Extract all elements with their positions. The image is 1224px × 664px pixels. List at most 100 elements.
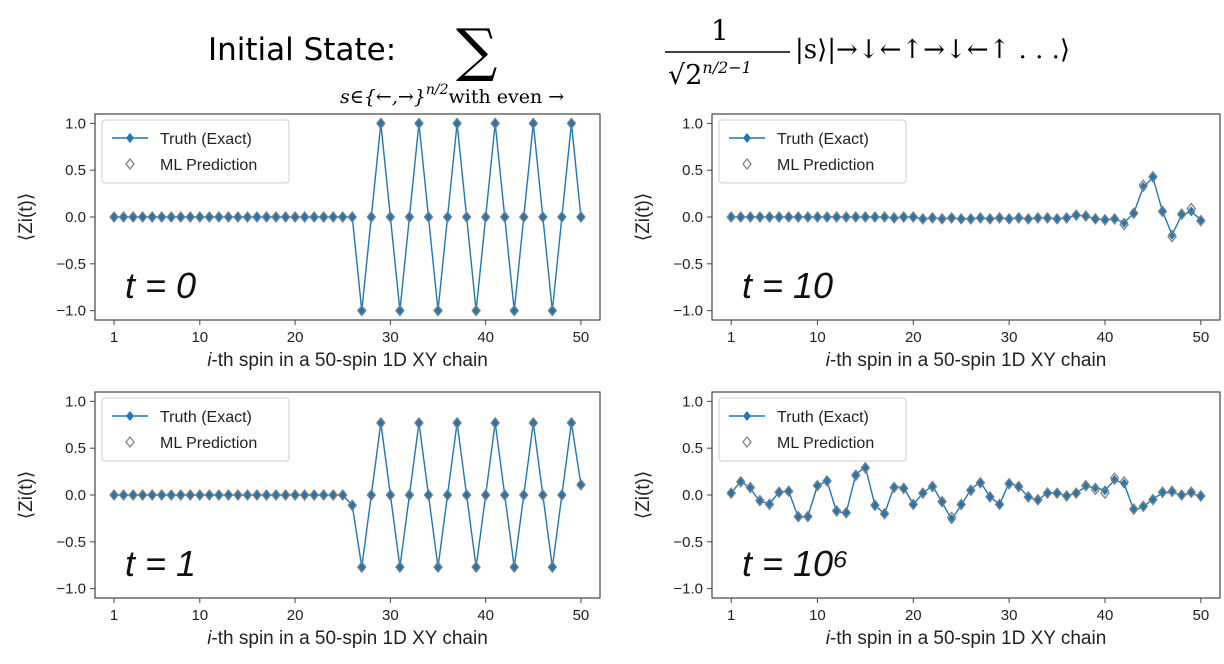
- ml-point: [347, 499, 358, 512]
- ml-point: [137, 488, 148, 502]
- ml-point: [755, 494, 765, 507]
- ml-point: [918, 487, 928, 500]
- truth-point: [1014, 212, 1023, 223]
- truth-point: [367, 212, 376, 222]
- truth-point: [784, 212, 793, 222]
- ml-point: [547, 304, 558, 317]
- x-tick-label: 50: [1192, 329, 1209, 346]
- ml-point: [860, 461, 871, 474]
- ml-point: [956, 498, 967, 511]
- ml-point: [118, 488, 129, 502]
- truth-point: [405, 490, 414, 500]
- ml-point: [290, 488, 300, 502]
- truth-point: [414, 417, 423, 428]
- ml-point: [194, 488, 205, 502]
- truth-point: [1053, 213, 1062, 224]
- ml-point: [937, 495, 947, 508]
- y-tick-label: −1.0: [673, 581, 703, 598]
- ml-point: [328, 488, 339, 502]
- legend-box: [718, 397, 907, 462]
- truth-point: [1043, 212, 1052, 223]
- ml-point: [128, 488, 138, 502]
- ml-point: [404, 210, 415, 224]
- truth-point: [462, 490, 471, 500]
- legend-box: [718, 119, 907, 184]
- truth-point: [491, 118, 500, 129]
- panel-t10: 1 10 20 30 40 50 −1.0 −0.5 0.0 0.5 1.0 i-th spin in…: [633, 113, 1221, 371]
- initial-state-label: Initial State:: [208, 32, 396, 68]
- ml-point: [1138, 500, 1149, 513]
- ml-point: [252, 210, 262, 224]
- ml-point: [385, 210, 396, 224]
- ml-point: [1071, 487, 1082, 500]
- ml-point: [745, 210, 756, 224]
- truth-point: [319, 490, 328, 500]
- truth-point: [995, 499, 1004, 510]
- ml-point: [764, 210, 775, 224]
- ml-point: [576, 210, 586, 224]
- ml-point: [879, 210, 890, 224]
- truth-point: [1100, 485, 1109, 496]
- ml-point: [1090, 483, 1101, 496]
- ml-point: [566, 416, 577, 429]
- y-tick-label: 1.0: [682, 393, 703, 410]
- truth-point: [262, 212, 271, 222]
- ml-point: [1042, 487, 1053, 500]
- ml-point: [1138, 179, 1149, 192]
- ml-point: [1186, 202, 1197, 215]
- y-tick-label: 0.5: [65, 162, 86, 179]
- ml-point: [423, 210, 434, 224]
- time-annotation: t = 10⁶: [742, 543, 848, 584]
- legend-ml-label: ML Prediction: [777, 435, 874, 452]
- y-tick-label: 0.0: [65, 487, 86, 504]
- y-axis-label: ⟨Zi(t)⟩: [16, 193, 37, 242]
- ml-point: [557, 210, 567, 224]
- y-tick-label: 0.5: [682, 162, 703, 179]
- legend-ml-marker: [742, 435, 752, 449]
- truth-point: [272, 490, 281, 500]
- ml-point: [547, 561, 558, 574]
- y-tick-label: −0.5: [56, 256, 86, 273]
- truth-point: [1120, 217, 1129, 228]
- truth-point: [1110, 213, 1119, 224]
- truth-point: [386, 490, 395, 500]
- truth-point: [510, 305, 519, 316]
- ml-point: [726, 210, 737, 224]
- ml-point: [1109, 472, 1120, 485]
- ml-point: [918, 212, 928, 225]
- ml-point: [803, 210, 813, 224]
- ml-point: [831, 504, 842, 517]
- truth-point: [947, 514, 956, 525]
- ml-point: [735, 475, 746, 488]
- truth-point: [262, 490, 271, 500]
- ml-point: [309, 210, 319, 224]
- truth-point: [157, 212, 166, 222]
- ml-point: [252, 488, 262, 502]
- ml-point: [850, 469, 861, 482]
- truth-point: [519, 490, 528, 500]
- legend-ml-marker: [125, 157, 135, 171]
- truth-point: [1033, 212, 1042, 223]
- panel-t0: 1 10 20 30 40 50 −1.0 −0.5 0.0 0.5 1.0 i-th spin in…: [16, 113, 601, 371]
- truth-point: [1100, 214, 1109, 225]
- truth-point: [765, 212, 774, 222]
- ml-point: [1109, 212, 1120, 225]
- ml-point: [166, 210, 177, 224]
- ml-point: [290, 210, 300, 224]
- y-axis-label: ⟨Zi(t)⟩: [633, 471, 654, 520]
- ml-point: [1061, 489, 1072, 502]
- truth-series-line: [731, 176, 1202, 237]
- truth-point: [567, 417, 576, 428]
- ml-point: [261, 488, 272, 502]
- ml-point: [318, 210, 329, 224]
- ml-point: [1004, 212, 1014, 225]
- legend-ml-marker: [125, 435, 135, 449]
- ml-point: [1128, 207, 1139, 220]
- truth-point: [529, 417, 538, 428]
- truth-point: [1072, 488, 1081, 499]
- ml-point: [1004, 477, 1014, 490]
- x-tick-label: 40: [1097, 329, 1114, 346]
- truth-point: [1053, 488, 1062, 499]
- truth-point: [576, 212, 585, 222]
- truth-point: [233, 212, 242, 222]
